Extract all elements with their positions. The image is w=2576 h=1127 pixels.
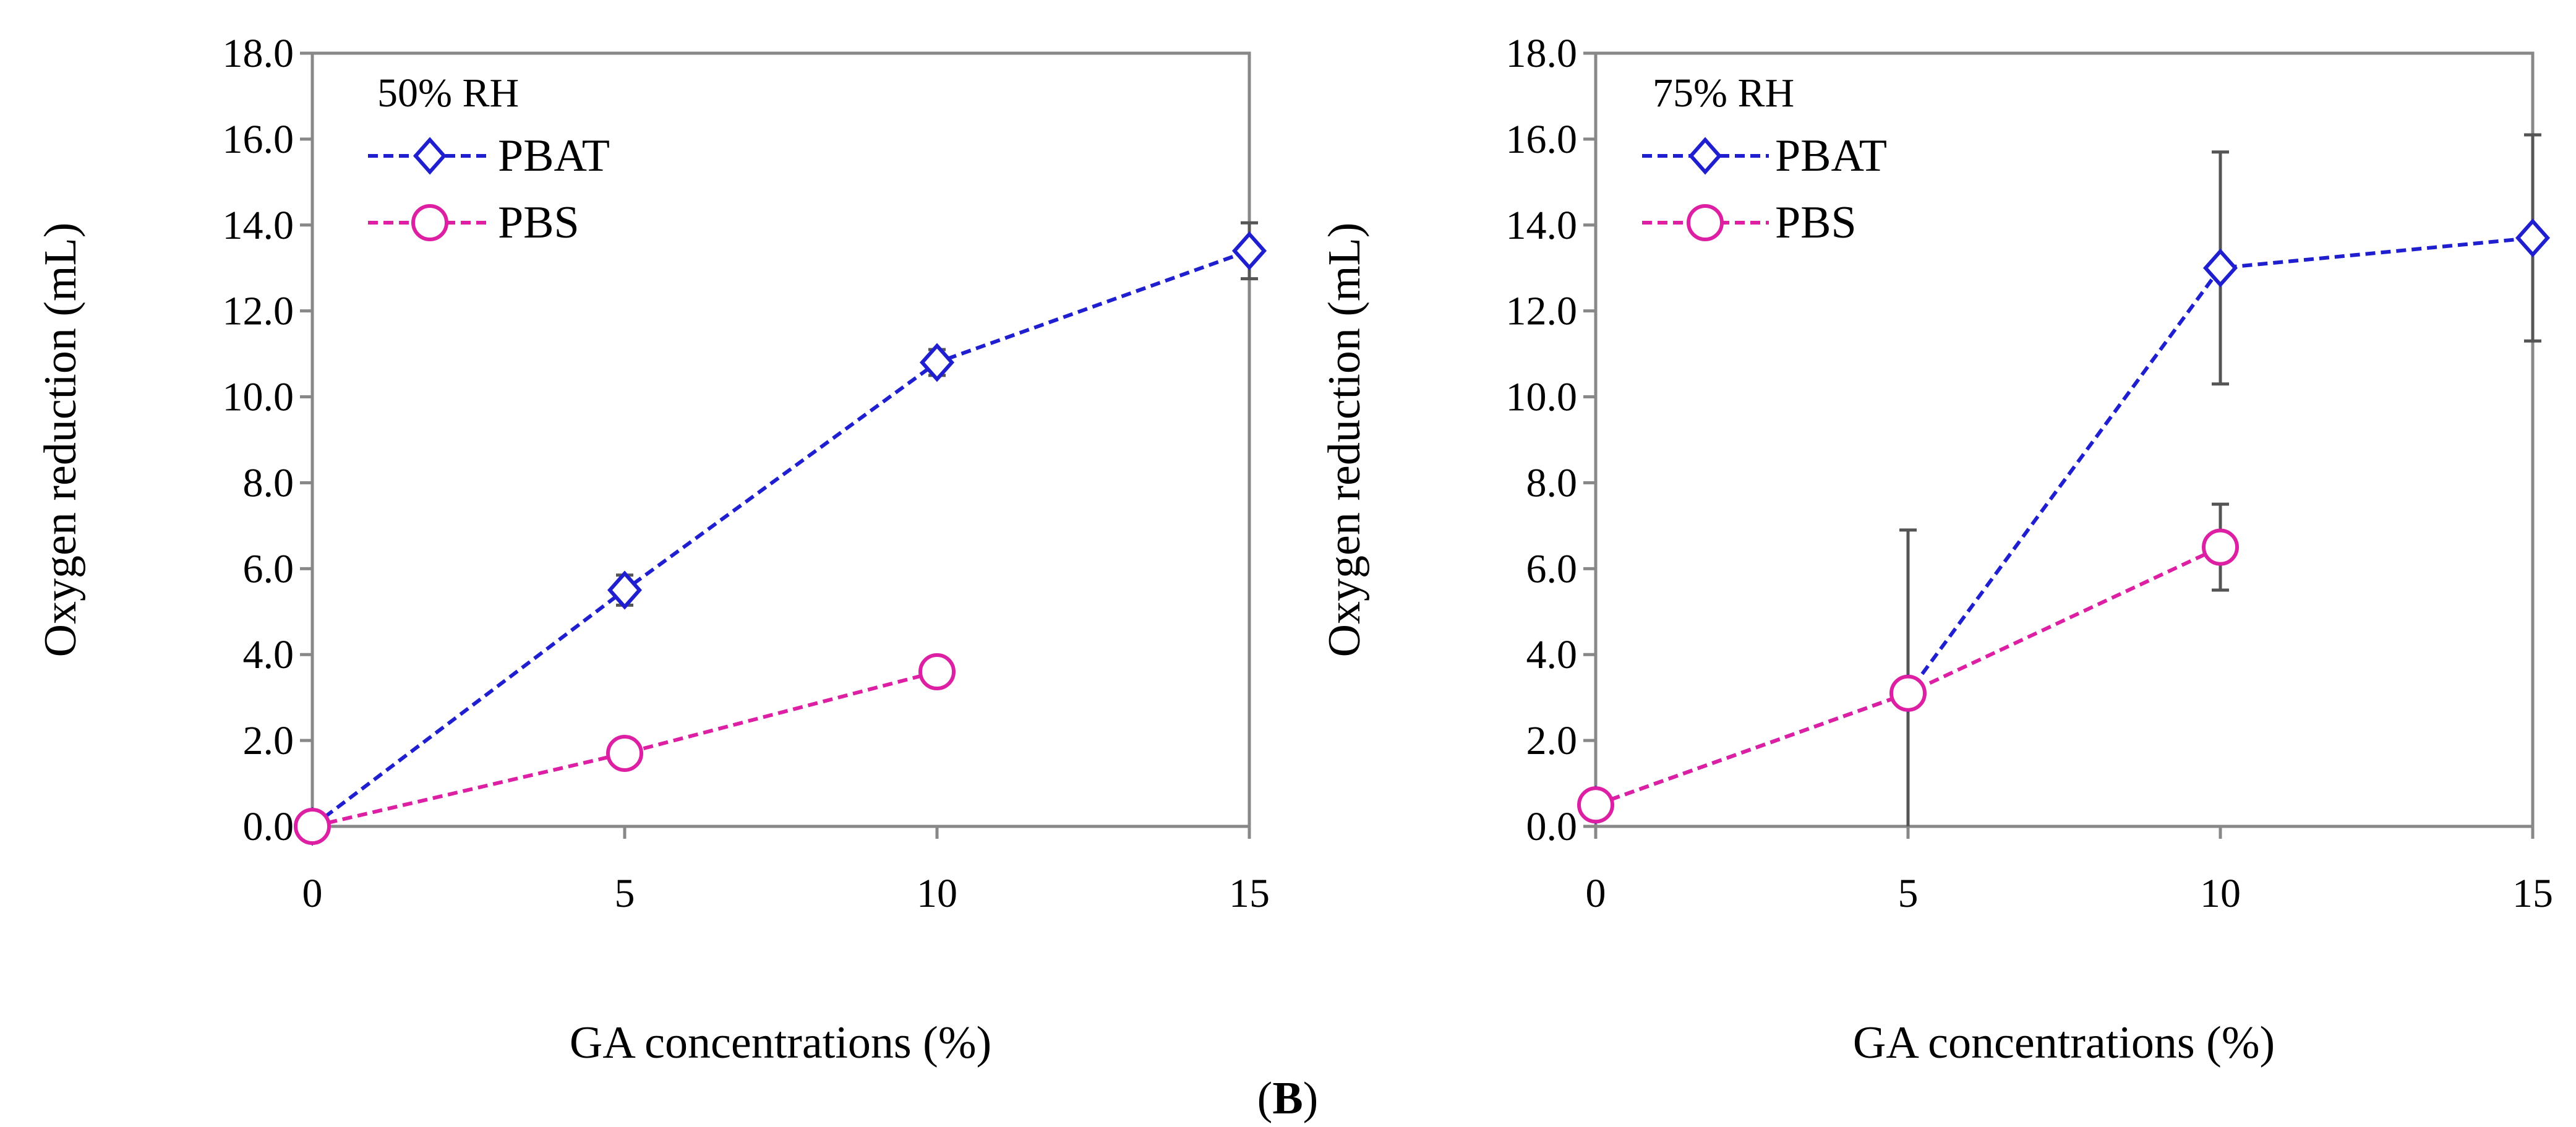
y-tick-label: 2.0 — [243, 718, 294, 763]
legend-label-pbs: PBS — [1775, 197, 1857, 248]
x-tick-label: 10 — [2200, 871, 2241, 916]
y-tick-label: 10.0 — [1506, 375, 1578, 420]
data-point-pbat — [607, 570, 643, 610]
series-line-pbat — [1594, 236, 2533, 807]
legend-marker-pbs — [411, 204, 448, 241]
y-tick-label: 12.0 — [223, 289, 294, 334]
x-tick-label: 5 — [615, 871, 635, 916]
x-tick-label: 10 — [917, 871, 957, 916]
series-layer — [294, 221, 1267, 846]
y-tick-label: 16.0 — [223, 117, 294, 162]
data-point-pbs — [294, 808, 331, 845]
y-tick-label: 18.0 — [1506, 31, 1578, 76]
y-axis-title: Oxygen reduction (mL) — [35, 223, 86, 658]
data-point-pbs — [1577, 786, 1614, 824]
y-tick-label: 2.0 — [1526, 718, 1578, 763]
x-tick-label: 0 — [302, 871, 323, 916]
legend-marker-pbat — [1688, 137, 1722, 175]
y-tick-label: 8.0 — [243, 460, 294, 505]
y-tick-label: 16.0 — [1506, 117, 1578, 162]
legend-label-pbat: PBAT — [1775, 131, 1887, 181]
y-tick-label: 0.0 — [1526, 804, 1578, 849]
y-axis-ticks: 0.0 2.0 4.0 6.0 8.0 10.0 12.0 14.0 16.0 18.0 — [1506, 31, 1596, 849]
plot-area — [310, 51, 1251, 828]
data-point-pbs — [606, 734, 643, 772]
legend: PBAT PBS — [1642, 131, 1887, 248]
y-tick-label: 14.0 — [1506, 203, 1578, 248]
y-axis-ticks: 0.0 2.0 4.0 6.0 8.0 10.0 12.0 14.0 16.0 18.0 — [223, 31, 312, 849]
y-tick-label: 0.0 — [243, 804, 294, 849]
y-tick-label: 4.0 — [243, 632, 294, 677]
data-point-pbat — [1231, 231, 1267, 270]
data-point-pbat — [2202, 248, 2238, 288]
chart-panel-50-rh: 0.0 2.0 4.0 6.0 8.0 10.0 12.0 14.0 16.0 18.0 0 5 10… — [35, 31, 1270, 1068]
data-point-pbs — [1889, 674, 1927, 712]
caption-open: ( — [1257, 1073, 1273, 1124]
data-point-pbs — [2202, 528, 2239, 566]
chart-panel-75-rh: 0.0 2.0 4.0 6.0 8.0 10.0 12.0 14.0 16.0 18.0 0 5 10… — [1319, 31, 2553, 1068]
plot-area — [1594, 51, 2535, 828]
x-axis-ticks: 0 5 10 15 — [1586, 826, 2553, 916]
series-layer — [1577, 133, 2551, 826]
data-point-pbat — [2515, 218, 2551, 258]
y-tick-label: 18.0 — [223, 31, 294, 76]
x-axis-title: GA concentrations (%) — [1853, 1018, 2275, 1068]
y-tick-label: 12.0 — [1506, 289, 1578, 334]
data-point-pbs — [918, 653, 956, 690]
y-tick-label: 6.0 — [243, 546, 294, 591]
panel-label: 75% RH — [1653, 71, 1794, 116]
legend: PBAT PBS — [368, 131, 610, 248]
x-tick-label: 5 — [1898, 871, 1919, 916]
y-tick-label: 6.0 — [1526, 546, 1578, 591]
y-tick-label: 10.0 — [223, 375, 294, 420]
x-tick-label: 15 — [2512, 871, 2553, 916]
panel-label: 50% RH — [377, 71, 519, 116]
legend-label-pbs: PBS — [498, 197, 580, 248]
legend-label-pbat: PBAT — [498, 131, 610, 181]
legend-marker-pbs — [1687, 204, 1724, 241]
y-tick-label: 14.0 — [223, 203, 294, 248]
series-line-pbat — [311, 249, 1251, 828]
legend-marker-pbat — [413, 137, 447, 175]
data-point-pbat — [919, 343, 955, 382]
x-tick-label: 15 — [1229, 871, 1270, 916]
figure-caption: (B) — [1257, 1073, 1319, 1124]
x-axis-title: GA concentrations (%) — [570, 1018, 991, 1068]
y-tick-label: 8.0 — [1526, 460, 1578, 505]
y-axis-title: Oxygen reduction (mL) — [1319, 223, 1370, 658]
caption-letter: B — [1272, 1073, 1303, 1124]
caption-close: ) — [1303, 1073, 1319, 1124]
y-tick-label: 4.0 — [1526, 632, 1578, 677]
x-tick-label: 0 — [1586, 871, 1606, 916]
x-axis-ticks: 0 5 10 15 — [302, 826, 1270, 916]
